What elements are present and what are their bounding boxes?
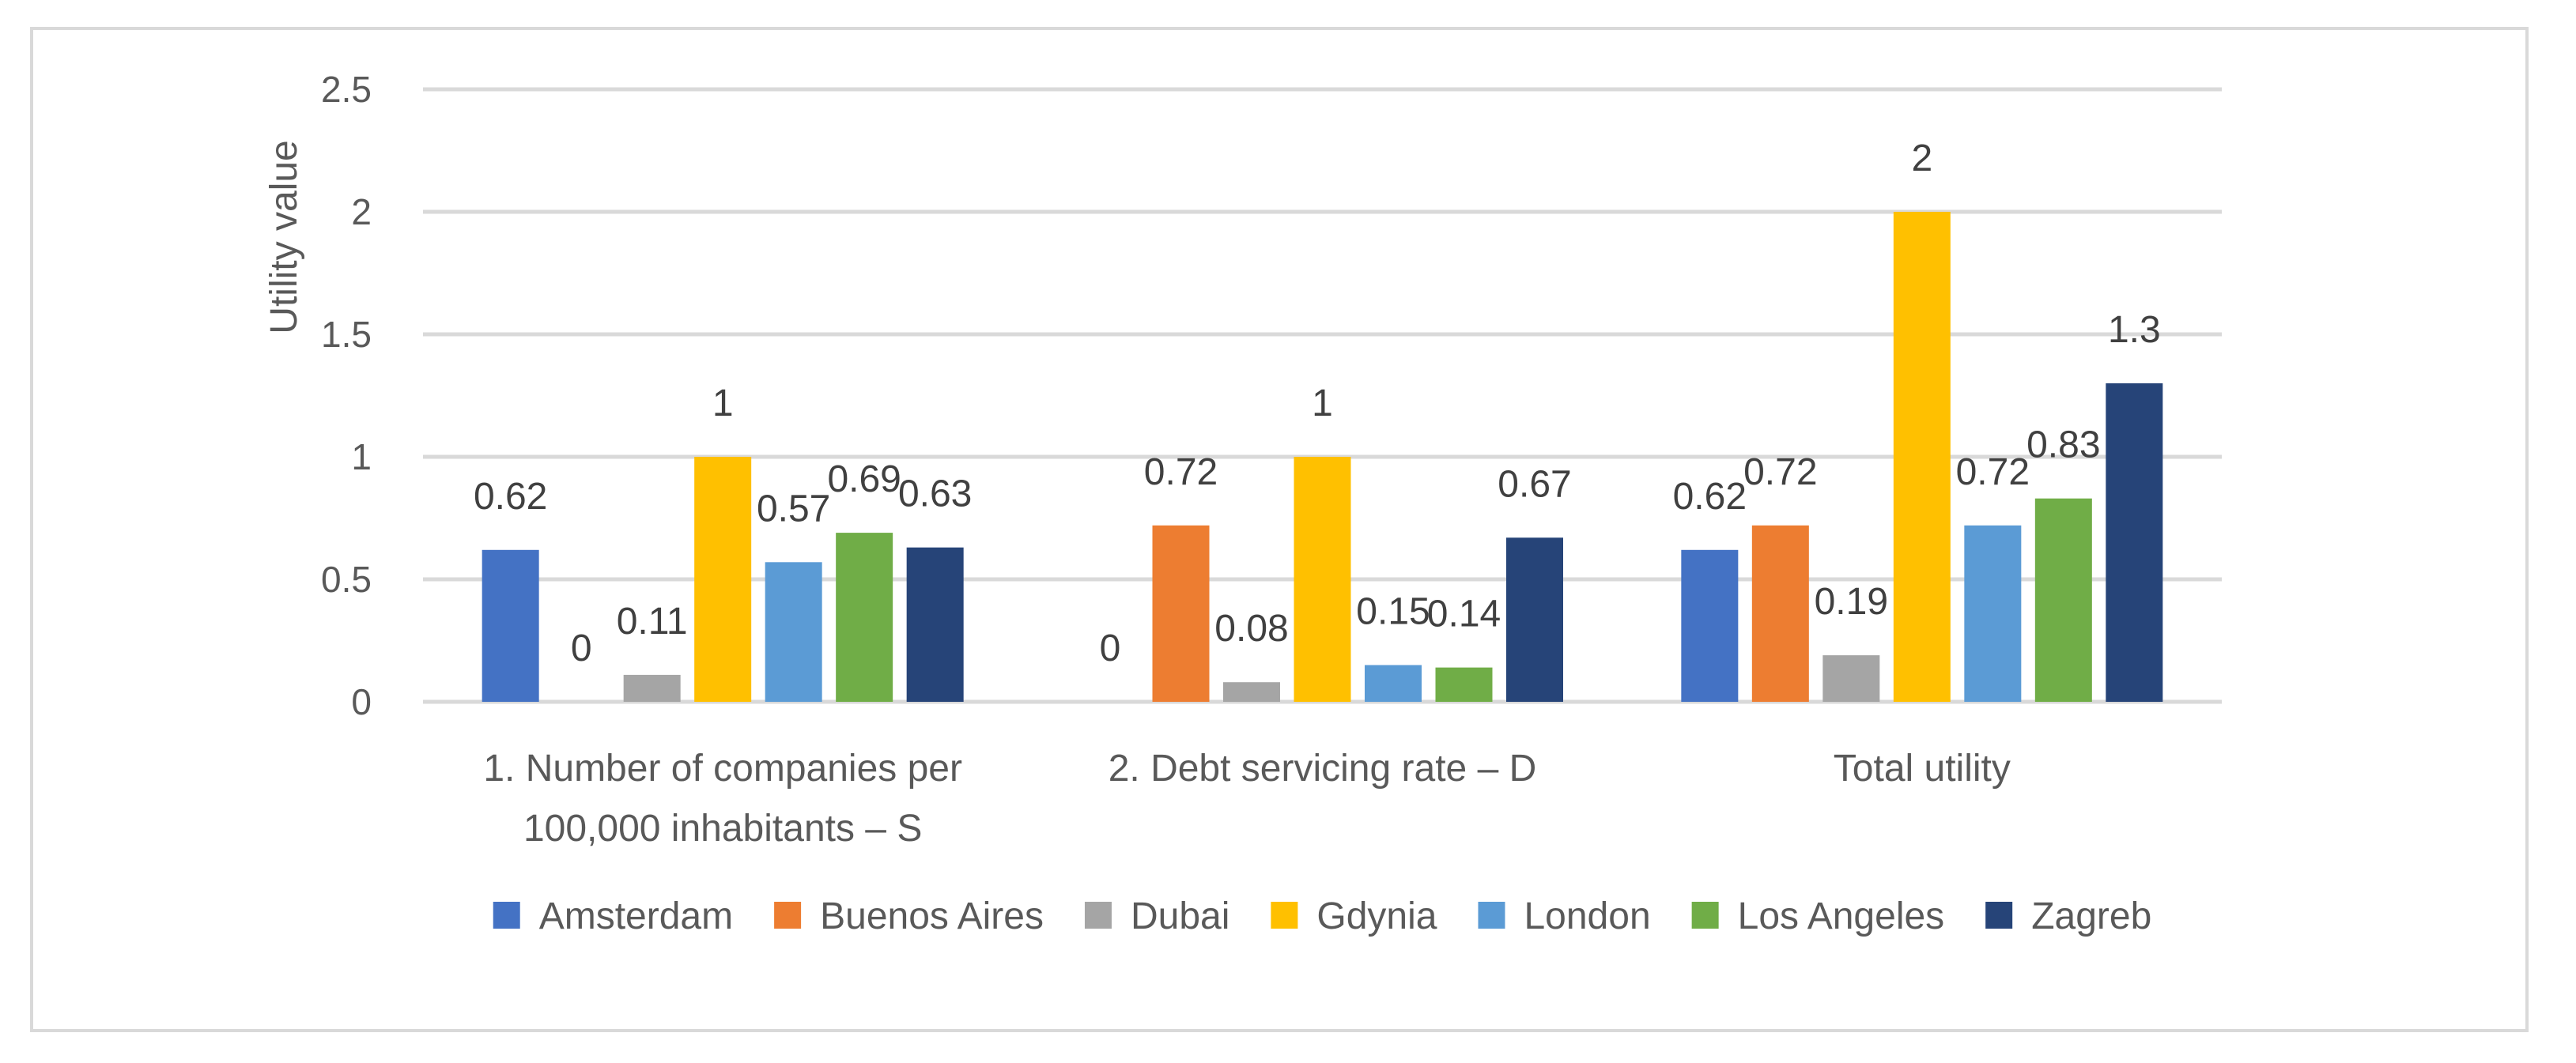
bar-los-angeles — [1435, 667, 1493, 702]
data-label: 0.72 — [1743, 451, 1817, 493]
legend-label: Zagreb — [2031, 895, 2151, 937]
legend-swatch — [1985, 902, 2013, 929]
y-axis-title: Utility value — [263, 140, 305, 334]
data-label: 1 — [712, 383, 734, 424]
legend-label: London — [1524, 895, 1650, 937]
data-label: 2 — [1911, 138, 1932, 179]
category-label: 2. Debt servicing rate – D — [1109, 748, 1537, 790]
legend-swatch — [493, 902, 520, 929]
legend-item-zagreb: Zagreb — [1985, 895, 2151, 937]
data-label: 0.62 — [474, 476, 547, 518]
bar-zagreb — [2106, 383, 2163, 702]
legend-label: Dubai — [1131, 895, 1229, 937]
y-tick-label: 2.5 — [321, 69, 372, 110]
bar-zagreb — [906, 547, 964, 702]
legend-item-buenos-aires: Buenos Aires — [774, 895, 1044, 937]
data-label: 0.63 — [898, 473, 972, 515]
bar-gdynia — [1294, 457, 1351, 702]
y-tick-label: 0.5 — [321, 559, 372, 600]
data-label: 1 — [1312, 383, 1333, 424]
legend-item-los-angeles: Los Angeles — [1691, 895, 1945, 937]
bar-gdynia — [1893, 212, 1951, 702]
bar-los-angeles — [836, 533, 893, 702]
legend-item-gdynia: Gdynia — [1271, 895, 1437, 937]
data-label: 0.08 — [1214, 608, 1288, 650]
legend-label: Buenos Aires — [820, 895, 1044, 937]
y-tick-label: 1.5 — [321, 314, 372, 355]
data-label: 0.57 — [757, 488, 830, 530]
y-axis-ticks: 0 0.5 1 1.5 2 2.5 — [321, 69, 372, 722]
bar-dubai — [623, 674, 681, 702]
legend-swatch — [1271, 902, 1298, 929]
legend-item-dubai: Dubai — [1084, 895, 1229, 937]
data-labels: 0.62 0 0.62 0 0.72 0.72 0.11 0.08 0.19 1 1 2 0.57 0.1… — [474, 138, 2161, 669]
category-label: 1. Number of companies per — [483, 748, 962, 790]
data-label: 0.72 — [1144, 451, 1218, 493]
data-label: 0.72 — [1956, 451, 2030, 493]
legend-item-london: London — [1478, 895, 1651, 937]
legend-label: Gdynia — [1316, 895, 1437, 937]
bars — [482, 212, 2163, 702]
bar-london — [1365, 665, 1422, 702]
category-label: 100,000 inhabitants – S — [523, 808, 922, 850]
bar-dubai — [1223, 682, 1280, 702]
legend-swatch — [774, 902, 802, 929]
bar-buenos-aires — [1751, 525, 1809, 702]
legend-swatch — [1084, 902, 1112, 929]
data-label: 0.67 — [1498, 463, 1571, 505]
category-label: Total utility — [1834, 748, 2011, 790]
legend-swatch — [1691, 902, 1719, 929]
legend-swatch — [1478, 902, 1505, 929]
y-tick-label: 0 — [351, 681, 372, 722]
legend: Amsterdam Buenos Aires Dubai Gdynia London Lo… — [493, 895, 2151, 937]
legend-label: Los Angeles — [1738, 895, 1945, 937]
bar-zagreb — [1506, 537, 1563, 702]
legend-item-amsterdam: Amsterdam — [493, 895, 733, 937]
category-labels: 1. Number of companies per 100,000 inhabi… — [483, 748, 2011, 850]
legend-label: Amsterdam — [539, 895, 733, 937]
data-label: 0.62 — [1673, 476, 1747, 518]
y-tick-label: 1 — [351, 436, 372, 477]
bar-buenos-aires — [1152, 525, 1210, 702]
data-label: 1.3 — [2108, 309, 2161, 351]
data-label: 0.83 — [2026, 424, 2100, 466]
bar-los-angeles — [2034, 498, 2092, 702]
data-label: 0.19 — [1815, 581, 1888, 623]
y-tick-label: 2 — [351, 191, 372, 232]
data-label: 0.14 — [1427, 594, 1501, 635]
data-label: 0.15 — [1356, 591, 1430, 633]
data-label: 0.11 — [617, 601, 688, 643]
bar-gdynia — [694, 457, 752, 702]
data-label: 0.69 — [827, 458, 901, 500]
data-label: 0 — [571, 628, 592, 669]
bar-amsterdam — [1681, 549, 1739, 702]
bar-dubai — [1822, 655, 1880, 702]
bar-london — [1964, 525, 2022, 702]
bar-london — [765, 562, 822, 702]
data-label: 0 — [1100, 628, 1121, 669]
bar-amsterdam — [482, 549, 539, 702]
